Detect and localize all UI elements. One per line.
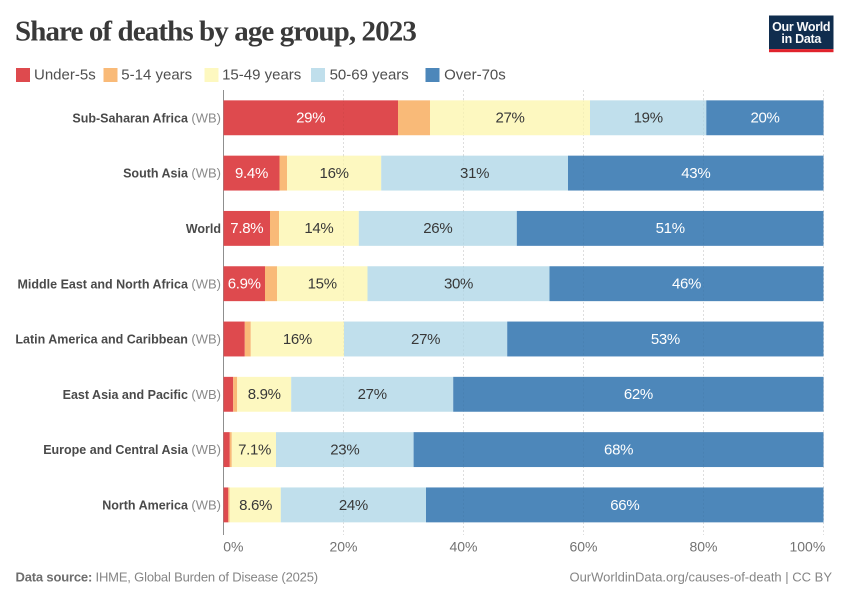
svg-text:80%: 80% xyxy=(689,538,717,554)
svg-text:27%: 27% xyxy=(411,331,440,348)
svg-text:Under-5s: Under-5s xyxy=(34,67,96,84)
svg-text:66%: 66% xyxy=(610,497,639,514)
svg-text:100%: 100% xyxy=(789,538,825,554)
svg-text:6.9%: 6.9% xyxy=(228,276,261,293)
svg-text:30%: 30% xyxy=(444,276,473,293)
svg-text:Latin America and Caribbean (W: Latin America and Caribbean (WB) xyxy=(15,332,221,347)
svg-text:60%: 60% xyxy=(569,538,597,554)
svg-text:OurWorldinData.org/causes-of-d: OurWorldinData.org/causes-of-death | CC … xyxy=(569,570,832,585)
svg-text:Over-70s: Over-70s xyxy=(444,67,506,84)
svg-text:8.6%: 8.6% xyxy=(239,497,272,514)
svg-text:7.1%: 7.1% xyxy=(238,441,271,458)
svg-text:62%: 62% xyxy=(624,386,653,403)
svg-text:South Asia (WB): South Asia (WB) xyxy=(123,166,221,181)
svg-text:Share of deaths by age group,: Share of deaths by age group, 2023 xyxy=(15,16,416,48)
svg-text:16%: 16% xyxy=(320,165,349,182)
svg-text:Our World: Our World xyxy=(772,20,830,34)
svg-text:0%: 0% xyxy=(223,538,243,554)
svg-text:27%: 27% xyxy=(358,386,387,403)
svg-text:Sub-Saharan Africa (WB): Sub-Saharan Africa (WB) xyxy=(72,111,221,126)
svg-text:14%: 14% xyxy=(304,220,333,237)
svg-text:World: World xyxy=(186,222,221,236)
svg-text:East Asia and Pacific (WB): East Asia and Pacific (WB) xyxy=(63,387,221,402)
svg-text:68%: 68% xyxy=(604,441,633,458)
svg-text:7.8%: 7.8% xyxy=(230,220,263,237)
svg-text:26%: 26% xyxy=(423,220,452,237)
svg-text:9.4%: 9.4% xyxy=(235,165,268,182)
svg-text:51%: 51% xyxy=(656,220,685,237)
svg-text:North America (WB): North America (WB) xyxy=(102,498,221,513)
svg-text:8.9%: 8.9% xyxy=(248,386,281,403)
svg-text:15-49 years: 15-49 years xyxy=(222,67,301,84)
svg-text:in Data: in Data xyxy=(781,32,822,46)
svg-text:40%: 40% xyxy=(449,538,477,554)
svg-text:Europe and Central Asia (WB): Europe and Central Asia (WB) xyxy=(43,442,221,457)
svg-text:46%: 46% xyxy=(672,276,701,293)
svg-text:43%: 43% xyxy=(681,165,710,182)
svg-text:Middle East and North Africa (: Middle East and North Africa (WB) xyxy=(18,276,221,291)
svg-text:29%: 29% xyxy=(296,110,325,127)
svg-text:53%: 53% xyxy=(651,331,680,348)
svg-text:50-69 years: 50-69 years xyxy=(330,67,409,84)
svg-text:23%: 23% xyxy=(330,441,359,458)
svg-text:27%: 27% xyxy=(495,110,524,127)
svg-text:Data source: IHME, Global Burd: Data source: IHME, Global Burden of Dise… xyxy=(16,570,318,585)
svg-text:31%: 31% xyxy=(460,165,489,182)
svg-text:5-14 years: 5-14 years xyxy=(121,67,192,84)
svg-text:19%: 19% xyxy=(634,110,663,127)
svg-text:15%: 15% xyxy=(308,276,337,293)
svg-text:20%: 20% xyxy=(750,110,779,127)
svg-text:20%: 20% xyxy=(329,538,357,554)
svg-text:16%: 16% xyxy=(283,331,312,348)
svg-text:24%: 24% xyxy=(339,497,368,514)
